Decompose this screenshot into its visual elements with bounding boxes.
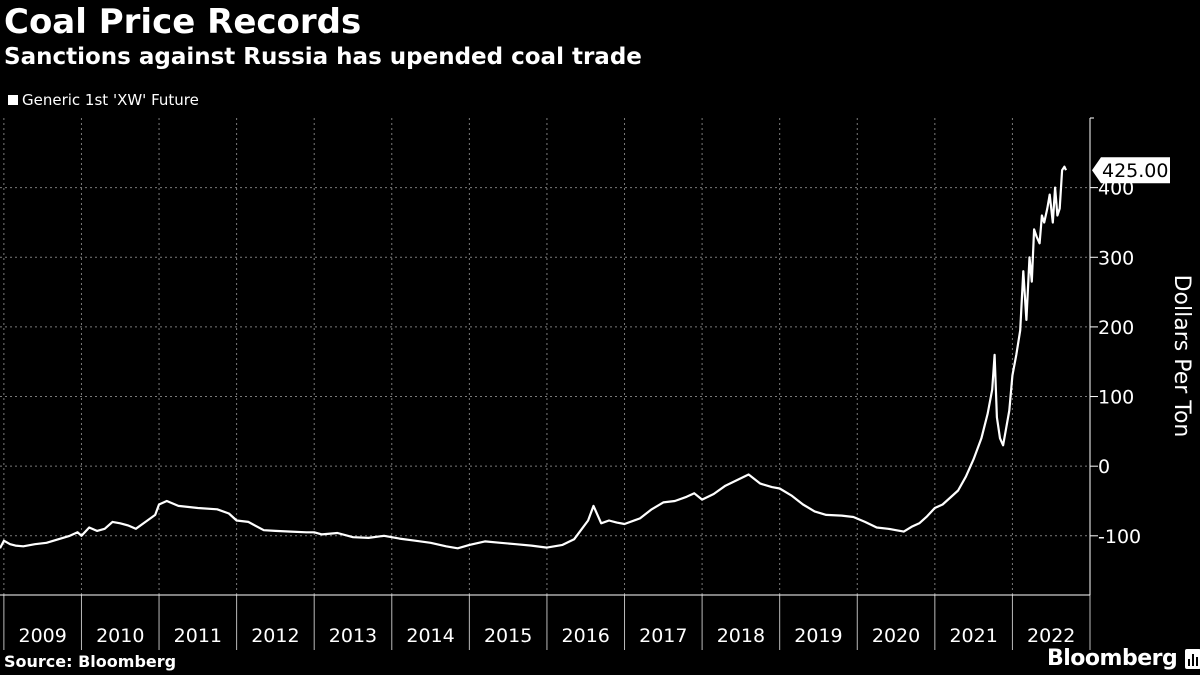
- x-tick-label: 2016: [562, 625, 610, 647]
- chart-title: Coal Price Records: [4, 2, 362, 42]
- x-tick-label: 2019: [794, 625, 842, 647]
- legend-label: Generic 1st 'XW' Future: [22, 91, 199, 109]
- x-tick-label: 2022: [1027, 625, 1075, 647]
- brand-logo: Bloomberg: [1047, 646, 1200, 671]
- x-tick-label: 2012: [251, 625, 299, 647]
- source-note: Source: Bloomberg: [4, 652, 177, 671]
- y-tick-label: 0: [1098, 456, 1110, 478]
- x-tick-label: 2020: [872, 625, 920, 647]
- y-tick-label: 100: [1098, 387, 1134, 409]
- y-tick-label: 300: [1098, 247, 1134, 269]
- y-axis-label: Dollars Per Ton: [1169, 275, 1194, 438]
- x-tick-label: 2017: [639, 625, 687, 647]
- legend-swatch: [8, 95, 18, 105]
- x-tick-label: 2009: [18, 625, 66, 647]
- y-tick-label: 200: [1098, 317, 1134, 339]
- brand-wordmark: Bloomberg: [1047, 646, 1178, 671]
- x-tick-label: 2021: [949, 625, 997, 647]
- y-tick-label: -100: [1098, 526, 1141, 548]
- series-line-generic-xw-future: [0, 165, 1068, 550]
- legend: Generic 1st 'XW' Future: [8, 91, 199, 109]
- x-tick-label: 2018: [717, 625, 765, 647]
- chart-icon: [1185, 648, 1200, 669]
- x-tick-label: 2014: [406, 625, 454, 647]
- last-value-badge: [1092, 157, 1170, 184]
- x-tick-label: 2015: [484, 625, 532, 647]
- x-tick-label: 2011: [174, 625, 222, 647]
- chart-subtitle: Sanctions against Russia has upended coa…: [4, 44, 642, 70]
- x-tick-label: 2010: [96, 625, 144, 647]
- last-value-label: 425.00: [1102, 160, 1168, 182]
- x-tick-label: 2013: [329, 625, 377, 647]
